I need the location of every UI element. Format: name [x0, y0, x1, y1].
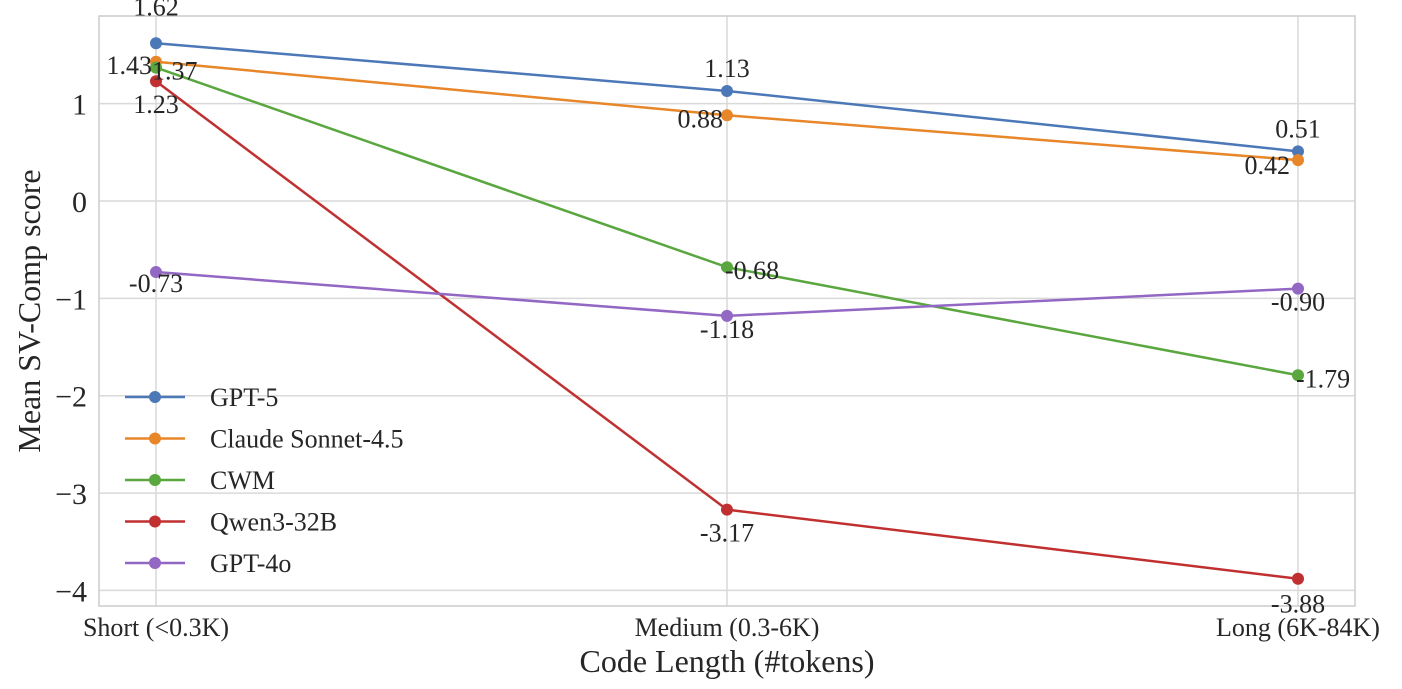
y-axis-ticks: 1 0 −1 −2 −3 −4 — [55, 89, 87, 609]
data-label: 1.62 — [133, 0, 179, 21]
data-label: 0.42 — [1245, 151, 1291, 180]
data-label: -3.17 — [700, 519, 754, 548]
data-point — [721, 503, 733, 516]
y-tick-label: −3 — [55, 478, 87, 511]
x-axis-ticks: Short (<0.3K) Medium (0.3-6K) Long (6K-84K… — [83, 613, 1380, 642]
data-point — [1292, 572, 1304, 585]
grid — [99, 16, 1355, 606]
legend-marker — [149, 391, 161, 403]
x-tick-label: Long (6K-84K) — [1216, 613, 1380, 642]
data-label: -0.73 — [129, 269, 183, 298]
series-qwen3-32b — [150, 75, 1304, 585]
y-tick-label: 1 — [72, 89, 87, 122]
legend-marker — [149, 432, 161, 445]
y-tick-label: 0 — [72, 186, 87, 219]
legend-item: GPT-4o — [125, 549, 291, 578]
data-label: 1.13 — [704, 54, 750, 83]
legend: GPT-5 Claude Sonnet-4.5 CWM Qwen3-32B GPT-4o — [125, 383, 404, 578]
y-axis-title: Mean SV-Comp score — [11, 169, 47, 452]
data-point — [150, 75, 162, 88]
legend-label: Claude Sonnet-4.5 — [210, 425, 404, 454]
legend-marker — [149, 557, 161, 569]
data-label: -3.88 — [1271, 590, 1325, 619]
data-label: 1.43 — [107, 51, 153, 80]
y-tick-label: −2 — [55, 381, 87, 414]
data-point — [150, 61, 162, 74]
data-label: -0.68 — [725, 256, 779, 285]
x-tick-label: Short (<0.3K) — [83, 613, 229, 642]
legend-label: GPT-4o — [210, 549, 291, 578]
data-label: 1.23 — [133, 90, 179, 119]
plot-frame — [98, 15, 1356, 607]
data-label: 0.88 — [678, 104, 724, 133]
data-label: 1.37 — [152, 57, 198, 86]
y-tick-label: −4 — [55, 575, 87, 608]
legend-item: Qwen3-32B — [125, 508, 337, 537]
legend-label: GPT-5 — [210, 383, 278, 412]
data-point — [721, 84, 733, 97]
data-point — [150, 266, 162, 279]
data-point — [1292, 145, 1304, 158]
data-label: -1.18 — [700, 315, 754, 344]
x-axis-title: Code Length (#tokens) — [579, 643, 874, 679]
legend-item: GPT-5 — [125, 383, 278, 412]
data-point — [150, 37, 162, 50]
y-tick-label: −1 — [55, 283, 87, 316]
series-layer — [150, 37, 1304, 585]
data-point — [721, 261, 733, 274]
legend-marker — [149, 474, 161, 486]
data-point — [721, 309, 733, 322]
data-label: -0.90 — [1271, 288, 1325, 317]
legend-marker — [149, 515, 161, 528]
legend-item: CWM — [125, 466, 275, 495]
series-gpt-4o — [150, 266, 1304, 322]
series-cwm — [150, 61, 1304, 382]
data-point — [1292, 282, 1304, 295]
data-labels: 1.62 1.13 0.51 1.43 0.88 0.42 1.37 -0.68 -1.79 1.… — [107, 0, 1351, 619]
legend-label: Qwen3-32B — [210, 508, 337, 537]
data-point — [1292, 369, 1304, 382]
data-label: 0.51 — [1275, 114, 1321, 143]
legend-label: CWM — [210, 466, 275, 495]
x-tick-label: Medium (0.3-6K) — [635, 613, 820, 642]
legend-item: Claude Sonnet-4.5 — [125, 425, 404, 454]
data-label: -1.79 — [1296, 364, 1350, 393]
data-point — [721, 109, 733, 122]
series-gpt-5 — [150, 37, 1304, 158]
data-point — [1292, 154, 1304, 167]
